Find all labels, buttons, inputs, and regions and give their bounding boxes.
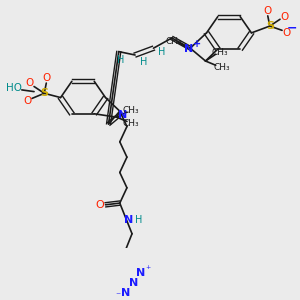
Text: O: O <box>282 28 290 38</box>
Text: O: O <box>24 96 32 106</box>
Text: H: H <box>117 55 124 65</box>
Text: O: O <box>26 78 34 88</box>
Text: +: + <box>193 39 201 49</box>
Text: ⁻: ⁻ <box>115 292 120 300</box>
Text: S: S <box>40 88 48 98</box>
Text: O: O <box>42 73 50 83</box>
Text: S: S <box>266 21 274 31</box>
Text: H: H <box>136 215 143 225</box>
Text: O: O <box>264 6 272 16</box>
Text: ⁺: ⁺ <box>146 265 151 275</box>
Text: H: H <box>158 46 165 57</box>
Text: CH₃: CH₃ <box>123 119 139 128</box>
Text: N: N <box>124 215 134 225</box>
Text: N: N <box>184 44 193 54</box>
Text: −: − <box>287 21 298 34</box>
Text: N: N <box>118 110 128 120</box>
Text: N: N <box>129 278 139 288</box>
Text: N: N <box>136 268 145 278</box>
Text: N: N <box>121 288 130 298</box>
Text: O: O <box>280 12 288 22</box>
Text: O: O <box>95 200 104 210</box>
Text: HO: HO <box>6 83 22 93</box>
Text: CH₃: CH₃ <box>212 48 228 57</box>
Text: CH₃: CH₃ <box>166 37 182 46</box>
Text: CH₃: CH₃ <box>123 106 139 115</box>
Text: H: H <box>140 57 147 67</box>
Text: CH₃: CH₃ <box>214 63 230 72</box>
